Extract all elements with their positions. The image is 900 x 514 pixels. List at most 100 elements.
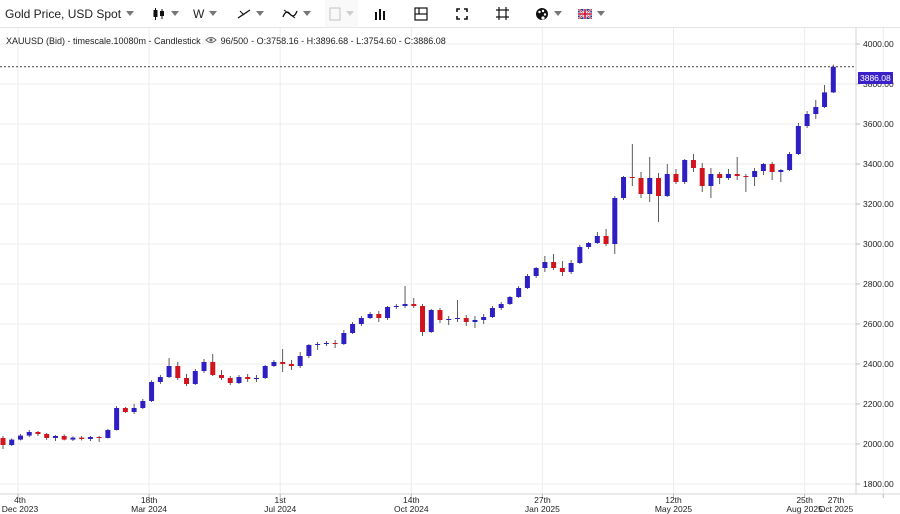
- candle[interactable]: [577, 245, 583, 264]
- candle[interactable]: [280, 349, 286, 372]
- candle[interactable]: [725, 169, 731, 180]
- candle[interactable]: [787, 152, 793, 171]
- candle[interactable]: [559, 261, 565, 276]
- candle[interactable]: [70, 436, 76, 441]
- layout-button[interactable]: [410, 0, 432, 28]
- candle[interactable]: [664, 164, 670, 197]
- candle[interactable]: [717, 172, 723, 184]
- candle[interactable]: [44, 433, 50, 440]
- candle[interactable]: [201, 359, 207, 373]
- candle[interactable]: [17, 434, 23, 441]
- candle[interactable]: [830, 64, 836, 93]
- candle[interactable]: [9, 438, 15, 446]
- theme-button[interactable]: [531, 0, 566, 28]
- candle[interactable]: [420, 304, 426, 336]
- eye-icon[interactable]: [204, 36, 217, 46]
- candle[interactable]: [586, 242, 592, 249]
- candle[interactable]: [822, 85, 828, 108]
- candle[interactable]: [690, 154, 696, 172]
- candle[interactable]: [52, 435, 58, 441]
- candle[interactable]: [96, 436, 102, 442]
- candle[interactable]: [192, 369, 198, 385]
- candle[interactable]: [61, 434, 67, 441]
- candle[interactable]: [682, 159, 688, 184]
- candle[interactable]: [629, 144, 635, 186]
- color-box-button[interactable]: [325, 0, 359, 28]
- candle[interactable]: [778, 169, 784, 182]
- candle[interactable]: [149, 380, 155, 402]
- price-chart[interactable]: 1800.00 2000.00 2200.00 2400.00 2600.00 2800.…: [0, 28, 900, 514]
- candle[interactable]: [393, 304, 399, 309]
- candle[interactable]: [105, 429, 111, 439]
- candle[interactable]: [795, 123, 801, 155]
- candle[interactable]: [122, 407, 128, 413]
- language-button[interactable]: [574, 0, 609, 28]
- candle[interactable]: [323, 341, 329, 346]
- candle[interactable]: [288, 360, 294, 370]
- candle[interactable]: [621, 176, 627, 200]
- candle[interactable]: [26, 430, 32, 437]
- candle[interactable]: [428, 309, 434, 333]
- candle[interactable]: [140, 399, 146, 409]
- candle[interactable]: [647, 157, 653, 202]
- candle[interactable]: [367, 312, 373, 319]
- timeframe-selector[interactable]: W: [189, 0, 221, 28]
- candle[interactable]: [769, 162, 775, 180]
- candle[interactable]: [638, 172, 644, 198]
- candle[interactable]: [437, 308, 443, 323]
- candle[interactable]: [79, 436, 85, 441]
- candle[interactable]: [271, 360, 277, 367]
- candle[interactable]: [481, 314, 487, 324]
- candle[interactable]: [656, 173, 661, 222]
- candle[interactable]: [210, 354, 216, 376]
- candle[interactable]: [516, 286, 522, 298]
- candle[interactable]: [603, 229, 609, 246]
- candle[interactable]: [262, 365, 268, 379]
- candle[interactable]: [734, 157, 740, 180]
- candle[interactable]: [131, 404, 137, 414]
- candle[interactable]: [166, 358, 172, 378]
- candle[interactable]: [227, 376, 233, 385]
- indicators-button[interactable]: [370, 0, 390, 28]
- candle[interactable]: [114, 406, 120, 431]
- chart-type-button[interactable]: [148, 0, 183, 28]
- drawing-tools-button[interactable]: [278, 0, 315, 28]
- candle[interactable]: [804, 111, 810, 128]
- candle[interactable]: [341, 330, 347, 345]
- candle[interactable]: [315, 342, 321, 350]
- candle[interactable]: [752, 168, 758, 186]
- candle[interactable]: [358, 316, 364, 326]
- candle[interactable]: [253, 375, 259, 382]
- candle[interactable]: [533, 267, 539, 278]
- candle[interactable]: [184, 374, 190, 386]
- candle[interactable]: [489, 306, 495, 318]
- fullscreen-button[interactable]: [452, 0, 472, 28]
- candle[interactable]: [236, 375, 242, 384]
- candle[interactable]: [813, 100, 819, 119]
- candle[interactable]: [743, 174, 749, 192]
- candle[interactable]: [551, 254, 557, 270]
- candle[interactable]: [157, 375, 163, 384]
- instrument-selector[interactable]: Gold Price, USD Spot: [0, 0, 138, 28]
- candle[interactable]: [454, 300, 460, 322]
- candle[interactable]: [542, 256, 548, 272]
- candle[interactable]: [673, 169, 679, 184]
- candle[interactable]: [332, 340, 338, 348]
- candle[interactable]: [446, 316, 452, 325]
- candle[interactable]: [708, 168, 714, 198]
- candle[interactable]: [472, 316, 478, 328]
- candle[interactable]: [568, 260, 574, 274]
- candle[interactable]: [760, 163, 766, 175]
- crop-button[interactable]: [492, 0, 513, 28]
- candle[interactable]: [376, 311, 382, 322]
- candle[interactable]: [0, 436, 6, 449]
- candle[interactable]: [385, 306, 391, 320]
- candle[interactable]: [297, 352, 303, 368]
- candle[interactable]: [175, 362, 181, 380]
- trendline-tool-button[interactable]: [233, 0, 268, 28]
- candle[interactable]: [498, 302, 504, 310]
- candle[interactable]: [463, 315, 469, 326]
- candle[interactable]: [219, 370, 224, 380]
- candle[interactable]: [402, 286, 408, 308]
- candle[interactable]: [87, 436, 93, 441]
